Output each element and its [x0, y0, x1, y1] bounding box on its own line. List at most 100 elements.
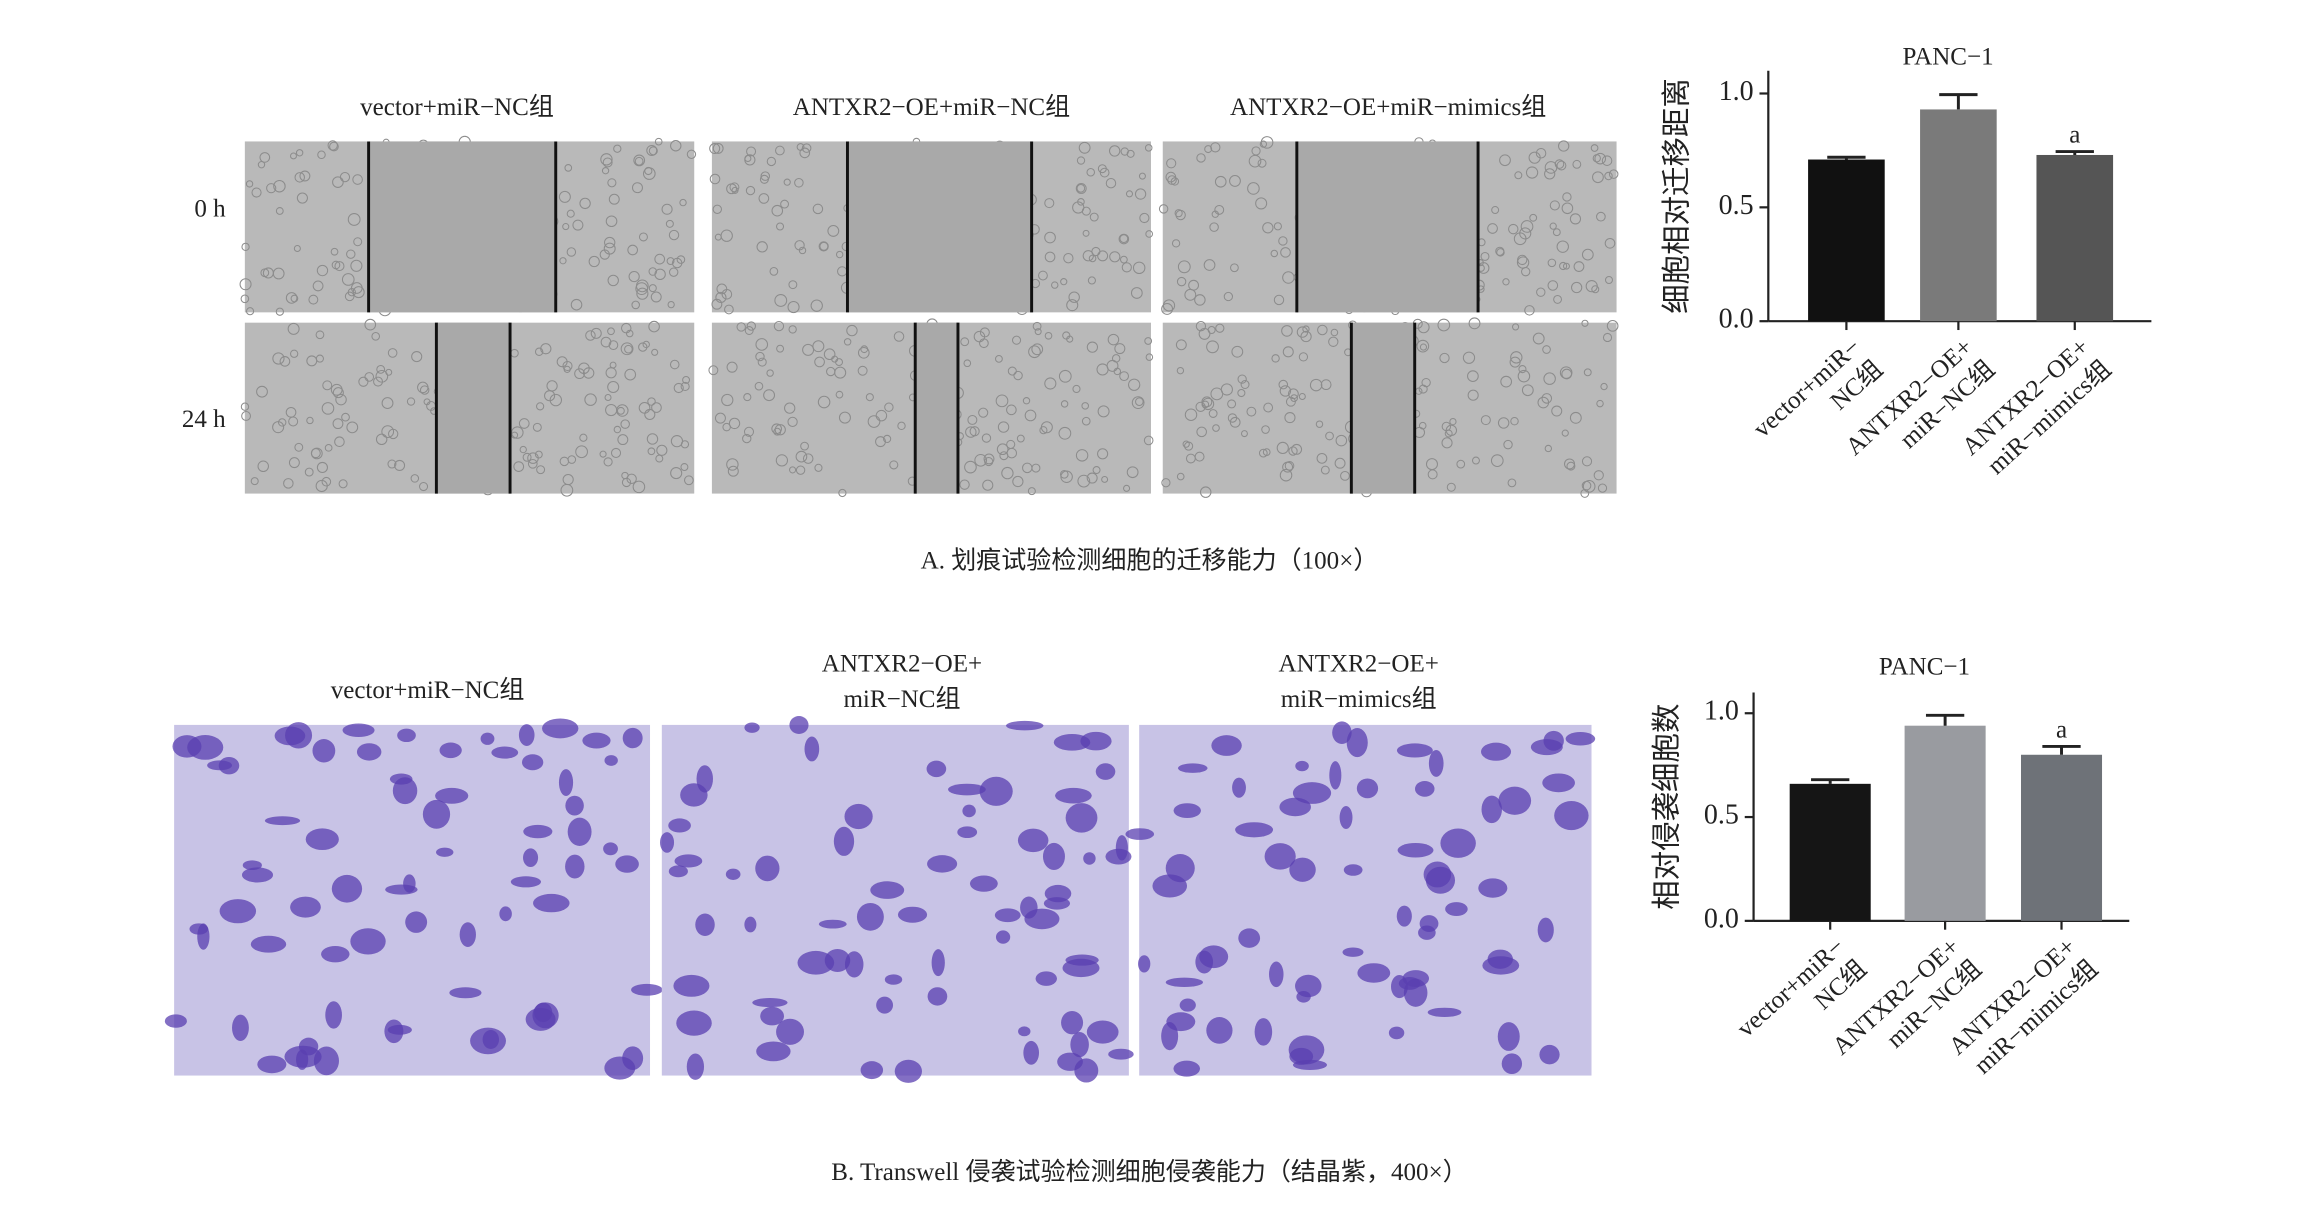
- cell: [728, 417, 741, 430]
- stained-cell: [673, 974, 710, 997]
- stained-cell: [1388, 1026, 1405, 1040]
- stained-cell: [1481, 742, 1512, 761]
- stained-cell: [668, 818, 691, 833]
- cell: [766, 369, 774, 377]
- scratch-gap: [1351, 322, 1415, 494]
- cell: [1072, 384, 1081, 394]
- stained-cell: [1498, 786, 1532, 815]
- cell: [607, 274, 619, 287]
- cell: [1259, 140, 1268, 148]
- cell: [1072, 201, 1085, 214]
- stained-cell: [510, 876, 541, 888]
- cell: [511, 426, 524, 439]
- cell: [1212, 424, 1220, 432]
- cell: [1528, 151, 1541, 164]
- cell: [285, 292, 298, 304]
- cell: [960, 337, 970, 347]
- cell: [712, 204, 722, 214]
- cell: [1210, 387, 1224, 401]
- cell: [308, 294, 319, 305]
- scratch-gap: [847, 141, 1032, 313]
- stained-cell: [1235, 822, 1274, 838]
- stained-cell: [250, 935, 287, 953]
- cell: [352, 286, 365, 299]
- cell: [838, 488, 847, 498]
- cell: [964, 460, 977, 474]
- cell: [381, 397, 394, 410]
- cell: [729, 182, 740, 193]
- cell: [1566, 461, 1576, 471]
- cell: [775, 145, 785, 156]
- cell: [788, 280, 798, 290]
- cell: [1559, 261, 1568, 271]
- cell: [743, 393, 752, 402]
- stained-cell: [870, 881, 905, 899]
- stained-cell: [305, 828, 339, 851]
- cell: [757, 357, 767, 367]
- cell: [1201, 400, 1210, 409]
- cell: [1214, 204, 1225, 215]
- cell: [1214, 175, 1227, 188]
- cell: [624, 368, 637, 381]
- cell: [745, 185, 756, 196]
- cell: [780, 199, 789, 209]
- stained-cell: [1138, 955, 1151, 973]
- stained-cell: [1173, 803, 1201, 819]
- cell: [1044, 251, 1056, 263]
- cell: [299, 170, 311, 182]
- cell: [1557, 140, 1570, 152]
- cell: [1246, 406, 1257, 417]
- stained-cell: [582, 732, 611, 749]
- cell: [332, 418, 344, 430]
- stained-cell: [1346, 727, 1368, 758]
- cell: [600, 336, 612, 348]
- bar: [2036, 154, 2114, 322]
- cell: [794, 178, 804, 188]
- cell: [1547, 280, 1559, 291]
- cell: [1184, 408, 1198, 421]
- cell: [266, 183, 277, 194]
- cell: [549, 393, 563, 407]
- y-axis-label: 相对侵袭细胞数: [1650, 704, 1683, 910]
- cell: [1445, 424, 1458, 437]
- cell: [1109, 251, 1121, 263]
- cell: [1300, 330, 1312, 343]
- cell: [1229, 416, 1241, 428]
- y-tick-label: 0.5: [1719, 190, 1754, 221]
- cell: [332, 176, 344, 188]
- cell: [1138, 172, 1146, 180]
- column-label: miR−NC组: [843, 685, 960, 713]
- cell: [1572, 159, 1582, 169]
- cell: [1082, 250, 1094, 262]
- cell: [294, 442, 304, 452]
- cell: [279, 356, 291, 367]
- cell: [1215, 323, 1225, 333]
- cell: [1007, 366, 1017, 376]
- cell: [602, 157, 613, 168]
- stained-cell: [1295, 974, 1322, 998]
- cell: [388, 428, 399, 440]
- cell: [646, 433, 659, 445]
- cell: [814, 463, 823, 472]
- stained-cell: [1396, 743, 1433, 758]
- stained-cell: [674, 854, 703, 868]
- cell: [1097, 448, 1109, 460]
- cell: [1328, 336, 1339, 347]
- cell: [338, 479, 348, 489]
- stained-cell: [480, 732, 495, 745]
- stained-cell: [1397, 842, 1434, 858]
- cell: [814, 356, 825, 368]
- stained-cell: [804, 736, 820, 762]
- stained-cell: [1057, 1052, 1083, 1071]
- cell: [1418, 421, 1427, 430]
- cell: [1161, 303, 1174, 315]
- cell: [317, 150, 326, 160]
- cell: [1144, 337, 1153, 345]
- stained-cell: [1269, 961, 1284, 988]
- cell: [1551, 405, 1563, 417]
- stained-cell: [615, 855, 639, 873]
- cell: [1092, 466, 1101, 475]
- cell: [1089, 212, 1099, 222]
- cell: [775, 454, 789, 467]
- cell: [776, 344, 785, 353]
